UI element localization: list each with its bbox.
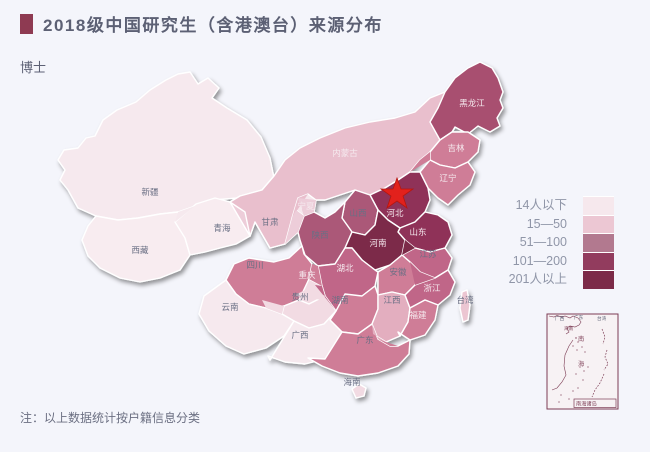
svg-text:海: 海: [578, 360, 584, 368]
svg-text:广西: 广西: [555, 315, 565, 322]
svg-text:海南: 海南: [564, 325, 574, 332]
svg-text:南: 南: [578, 335, 584, 343]
svg-text:南海诸岛: 南海诸岛: [576, 400, 597, 408]
svg-text:广东: 广东: [574, 314, 584, 321]
svg-text:台湾: 台湾: [597, 315, 607, 322]
